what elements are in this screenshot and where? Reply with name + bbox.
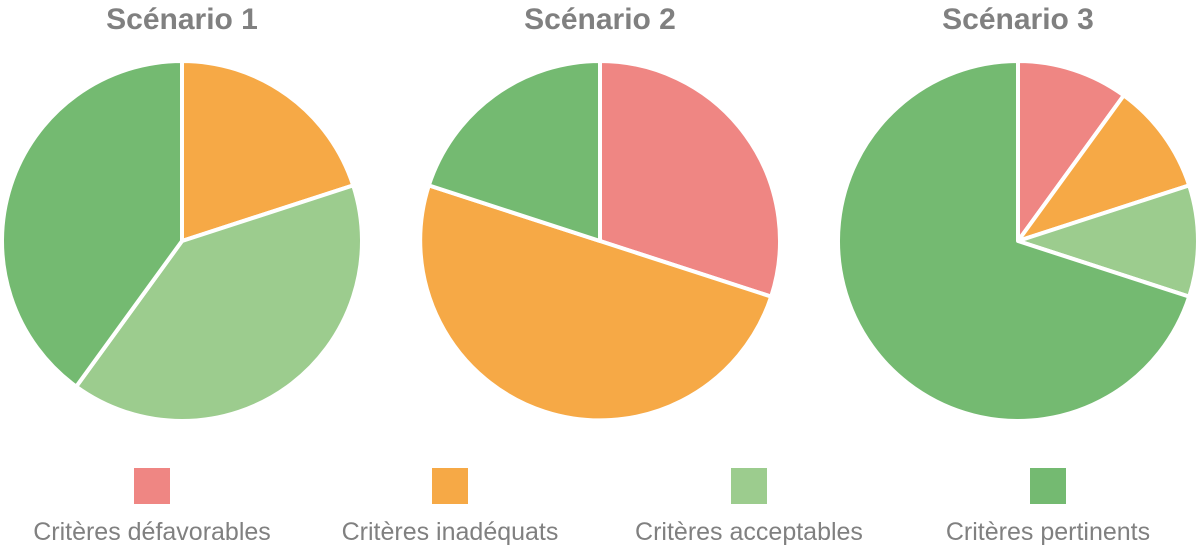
legend-swatch — [432, 468, 468, 504]
pie-block-1: Scénario 1 — [0, 0, 367, 430]
legend-item-defavorables: Critères défavorables — [2, 468, 302, 553]
legend-label: Critères inadéquats — [341, 518, 559, 546]
pie-slice-critères-acceptables — [74, 183, 364, 423]
legend-swatch — [1030, 468, 1066, 504]
legend-label: Critères défavorables — [33, 518, 271, 546]
legend-item-acceptables: Critères acceptables — [599, 468, 899, 553]
pie-slice-critères-pertinents — [426, 59, 602, 243]
pie-title: Scénario 1 — [106, 3, 258, 36]
pie-slice-critères-défavorables — [1016, 59, 1126, 243]
legend-label: Critères acceptables — [635, 518, 863, 546]
legend-item-inadequats: Critères inadéquats — [300, 468, 600, 553]
pie-slice-critères-inadéquats — [1016, 93, 1192, 243]
pie-title: Scénario 2 — [524, 3, 676, 36]
legend-label: Critères pertinents — [945, 518, 1151, 546]
legend-item-pertinents: Critères pertinents — [898, 468, 1198, 553]
pie-slice-critères-défavorables — [598, 59, 782, 299]
pie-chart-2 — [418, 59, 782, 423]
pie-slice-critères-inadéquats — [418, 183, 774, 423]
pie-chart-1 — [0, 59, 364, 423]
pie-slice-critères-pertinents — [0, 59, 184, 389]
legend-swatch — [134, 468, 170, 504]
pie-chart-3 — [836, 59, 1200, 423]
pie-slice-critères-acceptables — [1016, 183, 1200, 299]
pie-slice-critères-inadéquats — [180, 59, 356, 243]
pie-title: Scénario 3 — [942, 3, 1094, 36]
pie-slice-critères-pertinents — [836, 59, 1192, 423]
pie-block-3: Scénario 3 — [833, 0, 1200, 430]
legend-swatch — [731, 468, 767, 504]
pie-block-2: Scénario 2 — [415, 0, 785, 430]
